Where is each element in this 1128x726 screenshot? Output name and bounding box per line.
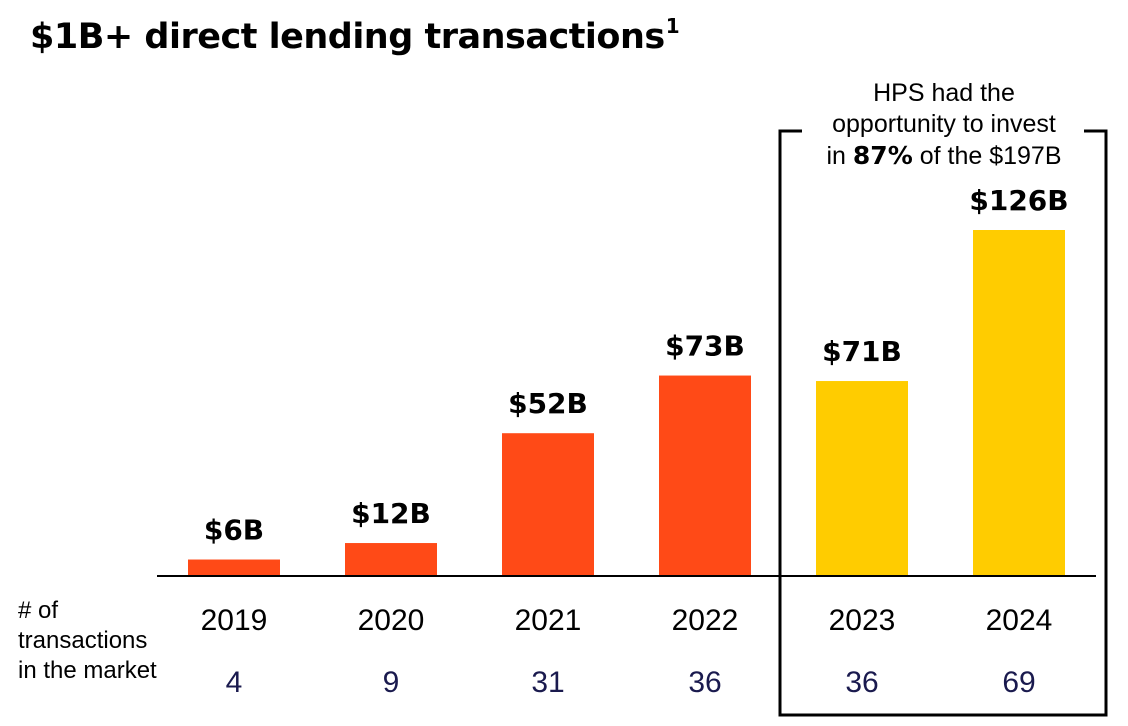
transactions-row-label: # of transactions in the market (18, 596, 157, 686)
bar-2023 (816, 381, 908, 576)
annotation-line-2: opportunity to invest (832, 110, 1056, 138)
annotation-line-3: in 87% of the $197B (796, 140, 1092, 172)
title-footnote-marker: 1 (665, 14, 680, 38)
highlight-annotation: HPS had the opportunity to invest in 87%… (796, 78, 1092, 172)
transaction-count-2019: 4 (226, 666, 243, 699)
chart-title: $1B+ direct lending transactions1 (30, 14, 680, 57)
value-label-2023: $71B (822, 335, 902, 368)
bars-group (188, 230, 1065, 576)
bar-2022 (659, 375, 751, 576)
x-tick-label-2021: 2021 (515, 604, 582, 637)
row-label-line-3: in the market (18, 657, 157, 684)
value-label-2022: $73B (665, 330, 745, 363)
annotation-line-3-post: of the $197B (919, 142, 1062, 170)
transaction-count-2023: 36 (845, 666, 878, 699)
bar-2024 (973, 230, 1065, 576)
x-tick-label-2022: 2022 (672, 604, 739, 637)
highlight-box (778, 129, 1108, 717)
annotation-line-1: HPS had the (873, 79, 1015, 107)
x-tick-label-2023: 2023 (829, 604, 896, 637)
transaction-count-2024: 69 (1002, 666, 1035, 699)
bar-2020 (345, 543, 437, 576)
transaction-counts-group: 4 9 31 36 36 69 (226, 666, 1036, 699)
value-label-2020: $12B (351, 497, 431, 530)
value-labels-group: $6B $12B $52B $73B $71B $126B (204, 184, 1069, 547)
value-label-2021: $52B (508, 387, 588, 420)
annotation-line-3-pre: in (826, 142, 846, 170)
annotation-percent: 87% (852, 141, 913, 170)
bar-2021 (502, 433, 594, 576)
chart-title-text: $1B+ direct lending transactions (30, 17, 665, 57)
row-label-line-2: transactions (18, 627, 148, 654)
x-tick-label-2024: 2024 (986, 604, 1053, 637)
transaction-count-2021: 31 (531, 666, 564, 699)
x-tick-labels-group: 2019 2020 2021 2022 2023 2024 (201, 604, 1053, 637)
transaction-count-2020: 9 (383, 666, 400, 699)
x-tick-label-2020: 2020 (358, 604, 425, 637)
value-label-2024: $126B (969, 184, 1068, 217)
row-label-line-1: # of (18, 597, 59, 624)
x-tick-label-2019: 2019 (201, 604, 268, 637)
value-label-2019: $6B (204, 514, 264, 547)
transaction-count-2022: 36 (688, 666, 721, 699)
bar-2019 (188, 559, 280, 576)
